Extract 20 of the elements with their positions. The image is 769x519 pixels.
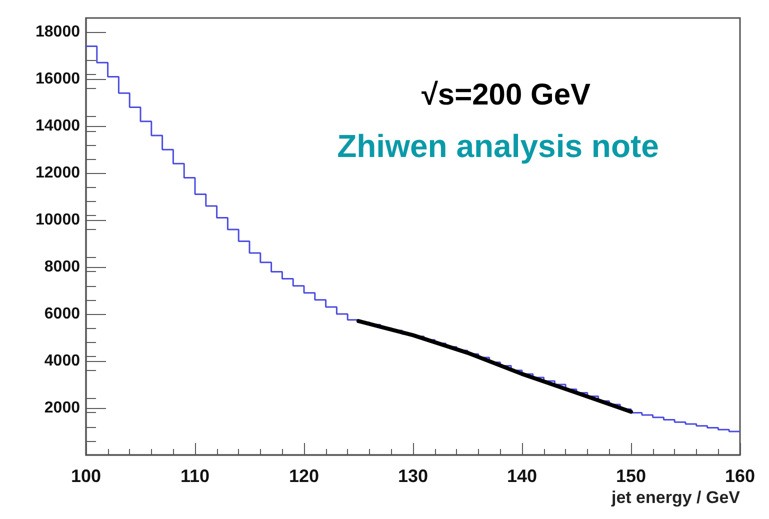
y-tick-label: 6000 — [44, 306, 80, 323]
annotation: Zhiwen analysis note — [337, 128, 659, 164]
x-tick-label: 160 — [724, 466, 756, 486]
y-tick-label: 14000 — [36, 118, 80, 135]
y-tick-label: 18000 — [36, 24, 80, 41]
x-tick-label: 100 — [70, 466, 102, 486]
line-series — [356, 319, 633, 414]
x-tick-label: 130 — [398, 466, 428, 486]
y-tick-label: 2000 — [44, 400, 80, 417]
y-tick-label: 10000 — [36, 212, 80, 229]
x-tick-label: 120 — [288, 466, 320, 486]
x-tick-label: 150 — [616, 466, 646, 486]
x-tick-label: 140 — [506, 466, 538, 486]
x-tick-label: 110 — [180, 466, 210, 486]
y-tick-label: 4000 — [44, 352, 80, 370]
x-axis-title: jet energy / GeV — [610, 488, 741, 507]
y-tick-label: 8000 — [44, 258, 80, 276]
y-tick-label: 12000 — [36, 164, 80, 182]
annotation: √s=200 GeV — [421, 78, 591, 112]
y-tick-label: 16000 — [36, 70, 80, 88]
